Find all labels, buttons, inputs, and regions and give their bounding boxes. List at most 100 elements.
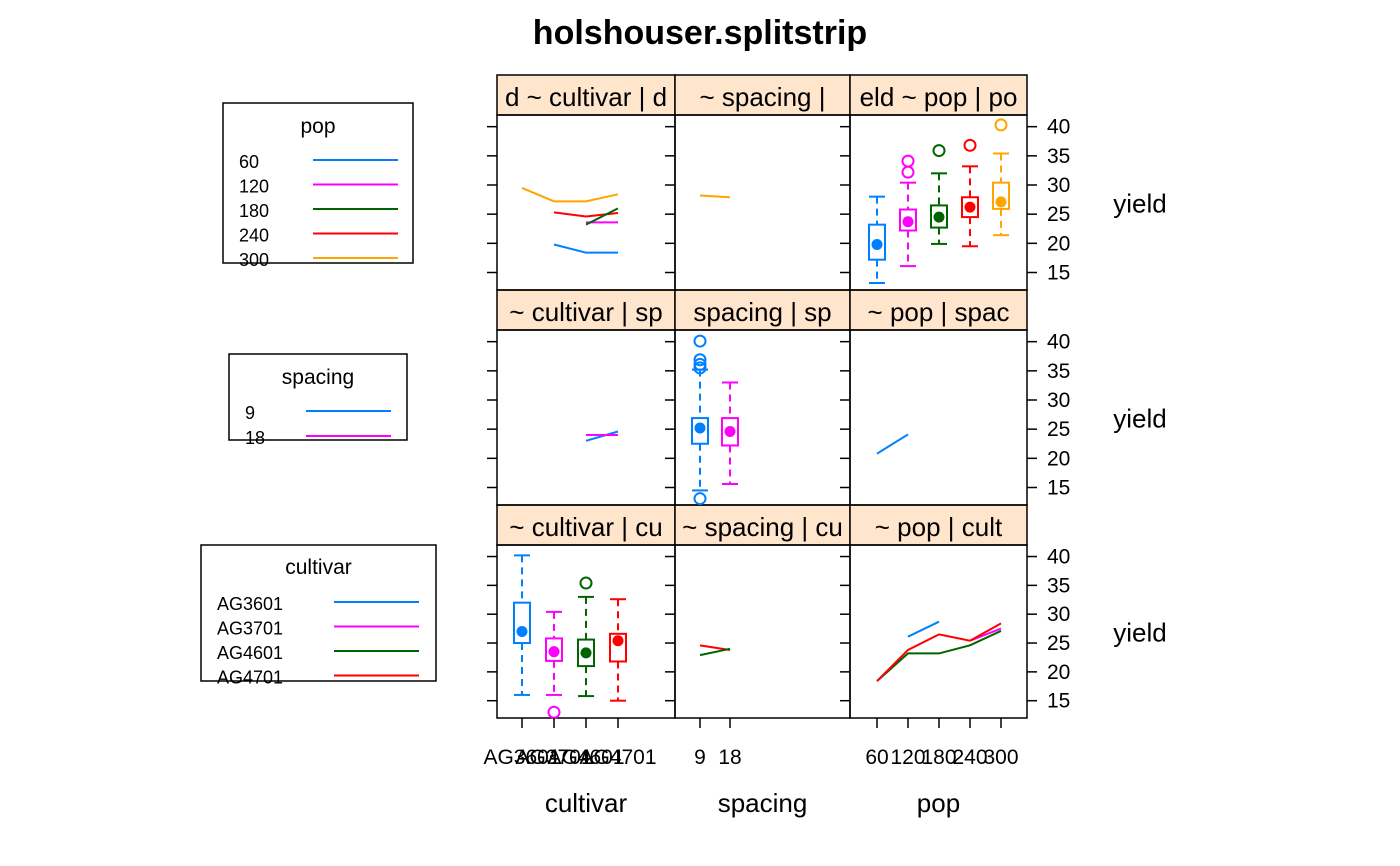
strip-1-1: spacing | sp xyxy=(674,289,851,331)
y-tick-label: 25 xyxy=(1047,203,1070,226)
box-body xyxy=(961,196,979,219)
x-axis-label: cultivar xyxy=(545,788,628,818)
panel-0-2: 15 20 25 30 35 40 yield xyxy=(840,114,1167,291)
box-plot xyxy=(691,334,709,506)
box-body xyxy=(721,417,739,447)
strip-background xyxy=(496,74,676,116)
legend-pop: pop 60 120 180 240 300 xyxy=(222,102,414,270)
legend-item-label: 240 xyxy=(239,226,269,246)
series-line xyxy=(876,433,909,455)
box-median xyxy=(516,626,528,637)
strip-background xyxy=(849,504,1028,546)
series-line xyxy=(553,243,618,254)
box-outlier xyxy=(693,353,707,367)
legend-group: pop 60 120 180 240 300 spacing 9 18 cultivarAG360… xyxy=(200,102,437,688)
box-outlier xyxy=(932,144,946,158)
series-line xyxy=(521,186,619,203)
y-tick-label: 20 xyxy=(1047,232,1070,255)
box-outlier xyxy=(901,154,915,168)
box-body xyxy=(513,601,531,645)
series-line xyxy=(699,647,731,657)
x-tick-label: 180 xyxy=(921,746,956,769)
panel-frame xyxy=(674,544,851,719)
legend-item-label: AG3701 xyxy=(217,619,283,639)
strip-0-1: ~ spacing | xyxy=(674,74,851,116)
y-tick-label: 40 xyxy=(1047,546,1070,569)
y-tick-label: 20 xyxy=(1047,447,1070,470)
series-line xyxy=(876,622,1002,682)
legend-item-label: 180 xyxy=(239,201,269,221)
chart-title: holshouser.splitstrip xyxy=(533,14,867,52)
legend-title: cultivar xyxy=(285,556,352,579)
panel-frame xyxy=(849,114,1028,291)
x-tick-label: 300 xyxy=(983,746,1018,769)
x-tick-label: AG3601 xyxy=(483,746,560,769)
x-tick-label: 60 xyxy=(865,746,888,769)
box-plot xyxy=(992,118,1010,237)
legend-item-label: AG4601 xyxy=(217,643,283,663)
strip-label: eld ~ pop | po xyxy=(860,82,1018,112)
strip-label: ~ cultivar | cu xyxy=(509,512,662,542)
box-outlier xyxy=(693,361,707,375)
y-axis-label: yield xyxy=(1113,404,1166,434)
box-median xyxy=(995,196,1007,208)
legend-title: spacing xyxy=(282,366,354,389)
y-axis-label: yield xyxy=(1113,618,1166,648)
series-line xyxy=(699,194,731,199)
y-axis-label: yield xyxy=(1113,189,1166,219)
legend-item-label: AG4701 xyxy=(217,668,283,688)
box-body xyxy=(609,632,627,663)
strip-0-0: d ~ cultivar | d xyxy=(496,74,676,116)
legend-title: pop xyxy=(300,115,335,138)
legend-item-label: AG3601 xyxy=(217,594,283,614)
y-tick-label: 35 xyxy=(1047,360,1070,383)
strip-1-2: ~ pop | spac xyxy=(849,289,1028,331)
box-median xyxy=(612,635,624,647)
box-outlier xyxy=(547,705,561,719)
box-outlier xyxy=(693,334,707,348)
strip-2-2: ~ pop | cult xyxy=(849,504,1028,546)
strip-label: ~ cultivar | sp xyxy=(509,297,662,327)
strip-label: ~ spacing | xyxy=(699,82,825,112)
panel-2-1: 9 18 spacing xyxy=(665,544,851,818)
x-tick-label: 120 xyxy=(890,746,925,769)
x-tick-label: 9 xyxy=(694,746,706,769)
x-tick-label: AG3701 xyxy=(515,746,592,769)
box-median xyxy=(694,422,706,434)
strip-2-0: ~ cultivar | cu xyxy=(496,504,676,546)
box-median xyxy=(548,646,560,658)
box-outlier xyxy=(693,492,707,506)
x-tick-label: AG4601 xyxy=(547,746,624,769)
strip-label: ~ pop | cult xyxy=(875,512,1003,542)
box-plot xyxy=(513,554,531,696)
y-tick-label: 40 xyxy=(1047,331,1070,354)
panel-0-0 xyxy=(487,114,676,291)
box-outlier xyxy=(963,138,977,152)
y-tick-label: 30 xyxy=(1047,174,1070,197)
box-median xyxy=(724,426,736,437)
series-line xyxy=(585,207,619,226)
box-body xyxy=(992,181,1010,210)
legend-box xyxy=(228,353,408,441)
strip-background xyxy=(496,504,676,546)
y-tick-label: 30 xyxy=(1047,389,1070,412)
panel-1-0 xyxy=(487,329,676,506)
panel-grid: d ~ cultivar | d ~ spacing | eld ~ pop | … xyxy=(483,74,1167,818)
legend-item-label: 9 xyxy=(245,403,255,423)
y-tick-label: 30 xyxy=(1047,603,1070,626)
x-tick-label: 240 xyxy=(952,746,987,769)
strip-2-1: ~ spacing | cu xyxy=(674,504,851,546)
panel-frame xyxy=(849,329,1028,506)
x-axis-label: spacing xyxy=(718,788,808,818)
box-plot xyxy=(545,610,563,719)
box-plot xyxy=(961,138,979,248)
strip-0-2: eld ~ pop | po xyxy=(849,74,1028,116)
box-plot xyxy=(930,144,948,245)
box-median xyxy=(933,211,945,223)
legend-item-label: 120 xyxy=(239,177,269,197)
series-line xyxy=(876,630,1002,682)
box-plot xyxy=(899,154,917,268)
y-tick-label: 20 xyxy=(1047,661,1070,684)
